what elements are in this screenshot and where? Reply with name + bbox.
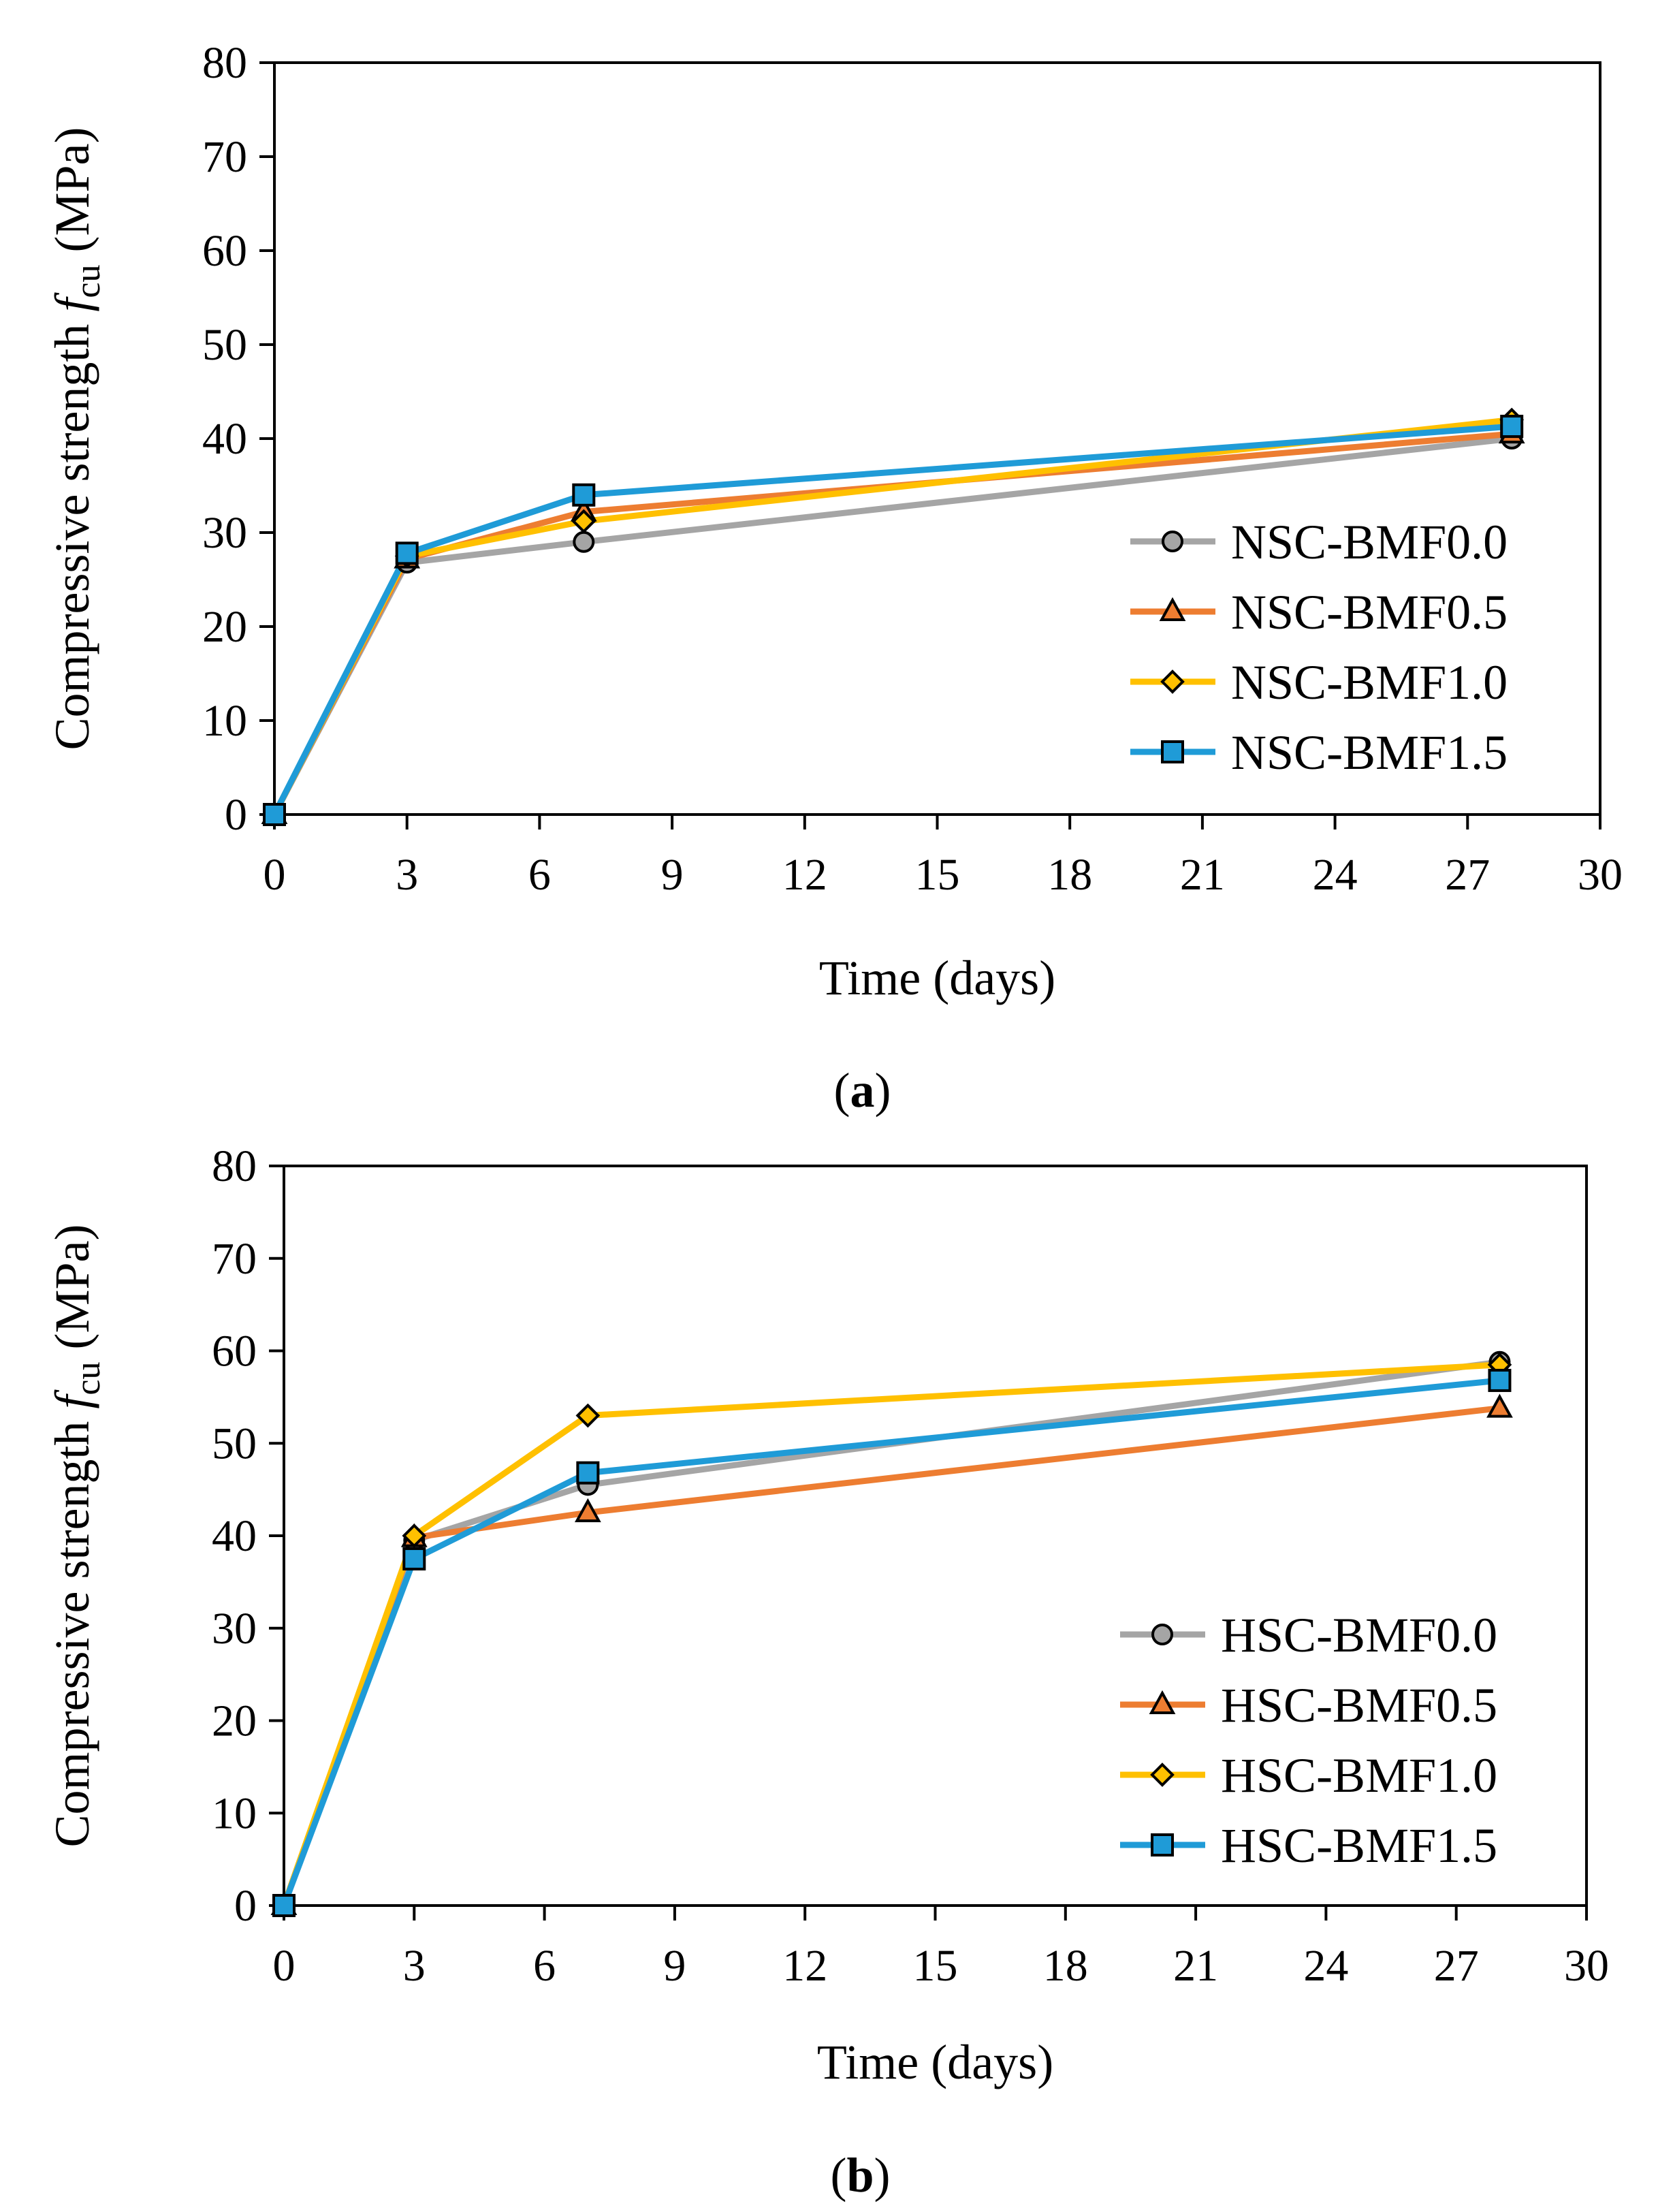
x-tick-label-b: 15 — [913, 1941, 958, 1991]
series-line-a-3 — [271, 423, 1515, 818]
y-tick-label-a: 80 — [202, 38, 247, 88]
x-tick-label-a: 9 — [661, 850, 684, 900]
y-tick-label-a: 20 — [202, 602, 247, 652]
y-tick-label-b: 50 — [212, 1419, 257, 1468]
x-tick-label-a: 0 — [264, 850, 286, 900]
legend-label-b-2: HSC-BMF1.0 — [1221, 1748, 1497, 1803]
y-tick-label-a: 30 — [202, 508, 247, 558]
x-tick-label-a: 21 — [1180, 850, 1225, 900]
data-point-a-3-0 — [263, 803, 286, 826]
y-tick-label-a: 50 — [202, 320, 247, 370]
legend-label-b-1: HSC-BMF0.5 — [1221, 1678, 1497, 1733]
legend-marker-b-1 — [1149, 1690, 1176, 1714]
x-tick-label-a: 12 — [782, 850, 827, 900]
data-point-a-3-2 — [572, 483, 596, 507]
y-tick-label-a: 0 — [225, 790, 247, 840]
data-point-a-2-2 — [571, 509, 596, 534]
x-tick-label-b: 24 — [1303, 1941, 1348, 1991]
y-tick-label-b: 10 — [212, 1788, 257, 1838]
x-tick-label-a: 24 — [1313, 850, 1358, 900]
legend-marker-b-2 — [1150, 1763, 1175, 1787]
legend-label-b-3: HSC-BMF1.5 — [1221, 1818, 1497, 1873]
y-tick-label-b: 40 — [212, 1511, 257, 1561]
data-point-b-2-1 — [402, 1523, 427, 1548]
x-tick-label-a: 27 — [1445, 850, 1490, 900]
series-line-b-3 — [281, 1377, 1503, 1909]
x-tick-label-b: 3 — [403, 1941, 426, 1991]
y-tick-label-b: 30 — [212, 1604, 257, 1654]
y-tick-label-b: 80 — [212, 1141, 257, 1191]
legend-marker-a-1 — [1159, 597, 1186, 621]
data-point-b-3-3 — [1488, 1368, 1512, 1392]
y-tick-label-a: 40 — [202, 414, 247, 464]
x-tick-label-a: 3 — [396, 850, 418, 900]
data-point-b-1-3 — [1486, 1393, 1513, 1418]
data-point-a-3-3 — [1500, 415, 1524, 439]
y-tick-label-b: 70 — [212, 1234, 257, 1284]
x-tick-label-a: 30 — [1578, 850, 1623, 900]
chart-panel-b: 0 10 20 30 40 50 60 70 80 0 3 6 9 12 15 18 21 24 27 30 Time … — [45, 1141, 1609, 2202]
y-tick-label-a: 60 — [202, 226, 247, 276]
data-point-b-1-2 — [574, 1498, 601, 1523]
data-point-b-2-2 — [575, 1403, 601, 1428]
x-axis-label-b: Time (days) — [817, 2035, 1053, 2089]
x-tick-label-b: 9 — [663, 1941, 686, 1991]
y-axis-label-a: Compressive strength fcu (MPa) — [45, 127, 108, 750]
x-tick-label-a: 6 — [528, 850, 551, 900]
y-tick-label-a: 70 — [202, 132, 247, 182]
x-tick-label-a: 18 — [1047, 850, 1092, 900]
legend-label-a-3: NSC-BMF1.5 — [1231, 725, 1508, 780]
data-point-a-3-1 — [395, 541, 419, 565]
x-tick-label-b: 6 — [533, 1941, 556, 1991]
x-tick-label-b: 27 — [1434, 1941, 1479, 1991]
legend-marker-b-0 — [1151, 1624, 1173, 1645]
y-axis-label-b: Compressive strength fcu (MPa) — [45, 1224, 108, 1847]
data-point-b-3-0 — [272, 1894, 296, 1917]
legend-marker-a-0 — [1162, 531, 1183, 552]
x-tick-label-b: 12 — [782, 1941, 827, 1991]
y-tick-label-b: 20 — [212, 1696, 257, 1746]
data-point-b-3-2 — [576, 1461, 600, 1485]
legend-marker-a-2 — [1160, 669, 1185, 694]
legend-label-b-0: HSC-BMF0.0 — [1221, 1608, 1497, 1662]
legend-label-a-2: NSC-BMF1.0 — [1231, 655, 1508, 710]
x-tick-label-b: 0 — [273, 1941, 296, 1991]
x-tick-label-b: 18 — [1043, 1941, 1088, 1991]
legend-marker-b-3 — [1151, 1833, 1174, 1856]
x-tick-label-b: 30 — [1564, 1941, 1609, 1991]
x-tick-label-b: 21 — [1173, 1941, 1218, 1991]
chart-panel-a: 0 10 20 30 40 50 60 70 80 0 3 6 9 12 15 18 21 24 27 30 Time … — [45, 38, 1623, 1118]
y-tick-label-b: 0 — [234, 1881, 257, 1931]
panel-caption-b: (b) — [830, 2148, 890, 2202]
legend-label-a-0: NSC-BMF0.0 — [1231, 515, 1508, 569]
data-point-b-3-1 — [402, 1547, 426, 1570]
x-tick-label-a: 15 — [915, 850, 960, 900]
panel-caption-a: (a) — [834, 1063, 891, 1118]
legend-marker-a-3 — [1161, 740, 1184, 763]
series-line-b-2 — [281, 1361, 1503, 1909]
x-axis-label-a: Time (days) — [819, 951, 1055, 1005]
data-point-a-0-2 — [573, 531, 595, 553]
y-tick-label-b: 60 — [212, 1327, 257, 1376]
legend-label-a-1: NSC-BMF0.5 — [1231, 585, 1508, 639]
y-tick-label-a: 10 — [202, 696, 247, 746]
